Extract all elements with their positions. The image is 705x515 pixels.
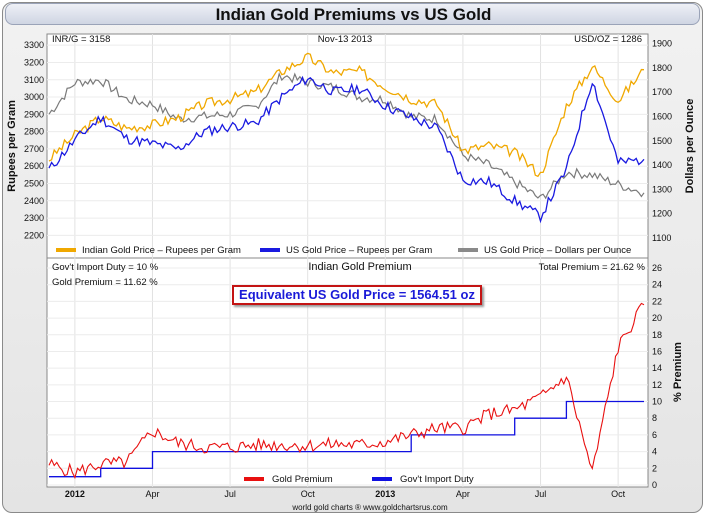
x-tick-label: 2012	[65, 489, 85, 499]
x-tick-label: Apr	[456, 489, 470, 499]
import-duty-label: Gov't Import Duty = 10 %	[52, 262, 159, 273]
right-tick-label: 1300	[652, 184, 672, 194]
right-tick-label: 1200	[652, 209, 672, 219]
legend-us-dollars-label: US Gold Price – Dollars per Ounce	[484, 245, 631, 256]
usd-per-ounce-label: USD/OZ = 1286	[574, 34, 642, 45]
premium-tick-label: 2	[652, 463, 657, 473]
inr-per-gram-label: INR/G = 3158	[52, 34, 110, 45]
top-plot-area	[46, 33, 649, 259]
premium-tick-label: 20	[652, 313, 662, 323]
legend-indian-label: Indian Gold Price – Rupees per Gram	[82, 245, 241, 256]
premium-tick-label: 18	[652, 330, 662, 340]
right-tick-label: 1400	[652, 160, 672, 170]
left-tick-label: 2900	[24, 109, 44, 119]
premium-tick-label: 16	[652, 346, 662, 356]
premium-tick-label: 14	[652, 363, 662, 373]
premium-tick-label: 8	[652, 413, 657, 423]
premium-axis-title: % Premium	[672, 342, 684, 402]
footer-credit: world gold charts ® www.goldchartsrus.co…	[291, 503, 448, 512]
date-label: Nov-13 2013	[318, 34, 372, 45]
x-tick-label: Jul	[224, 489, 236, 499]
x-tick-label: Oct	[301, 489, 316, 499]
left-tick-label: 3000	[24, 92, 44, 102]
equivalent-price-box: Equivalent US Gold Price = 1564.51 oz	[232, 285, 482, 305]
left-tick-label: 2500	[24, 178, 44, 188]
legend-premium-label: Gold Premium	[272, 474, 333, 485]
premium-subtitle: Indian Gold Premium	[308, 261, 411, 273]
x-tick-label: Oct	[611, 489, 626, 499]
right-tick-label: 1900	[652, 39, 672, 49]
left-tick-label: 2200	[24, 230, 44, 240]
x-tick-label: Jul	[535, 489, 547, 499]
us-rupees-line	[48, 75, 645, 224]
left-tick-label: 2400	[24, 196, 44, 206]
legend-duty-label: Gov't Import Duty	[400, 474, 474, 485]
premium-tick-label: 24	[652, 280, 662, 290]
left-tick-label: 3300	[24, 40, 44, 50]
x-tick-label: 2013	[375, 489, 395, 499]
left-tick-label: 2700	[24, 144, 44, 154]
left-tick-label: 2600	[24, 161, 44, 171]
chart-title: Indian Gold Premiums vs US Gold	[215, 5, 492, 24]
right-tick-label: 1700	[652, 87, 672, 97]
indian-price-line	[48, 52, 645, 178]
right-tick-label: 1100	[652, 233, 671, 243]
right-tick-label: 1800	[652, 63, 672, 73]
left-tick-label: 3100	[24, 75, 44, 85]
premium-tick-label: 4	[652, 447, 657, 457]
premium-tick-label: 6	[652, 430, 657, 440]
left-axis-title: Rupees per Gram	[6, 100, 18, 192]
title-bar: Indian Gold Premiums vs US Gold	[5, 3, 700, 25]
legend-us-rupees-label: US Gold Price – Rupees per Gram	[286, 245, 432, 256]
right-tick-label: 1600	[652, 112, 672, 122]
premium-tick-label: 0	[652, 480, 657, 490]
premium-tick-label: 22	[652, 296, 662, 306]
import-duty-line	[49, 400, 644, 478]
premium-tick-label: 12	[652, 380, 662, 390]
right-tick-label: 1500	[652, 136, 672, 146]
x-tick-label: Apr	[145, 489, 159, 499]
left-tick-label: 2800	[24, 127, 44, 137]
gold-premium-line	[48, 302, 645, 480]
total-premium-label: Total Premium = 21.62 %	[539, 262, 646, 273]
left-tick-label: 3200	[24, 57, 44, 67]
premium-tick-label: 10	[652, 397, 662, 407]
premium-tick-label: 26	[652, 263, 662, 273]
us-dollars-line	[48, 72, 645, 200]
right-axis-title: Dollars per Ounce	[684, 99, 696, 194]
left-tick-label: 2300	[24, 213, 44, 223]
gold-premium-label: Gold Premium = 11.62 %	[52, 277, 158, 288]
